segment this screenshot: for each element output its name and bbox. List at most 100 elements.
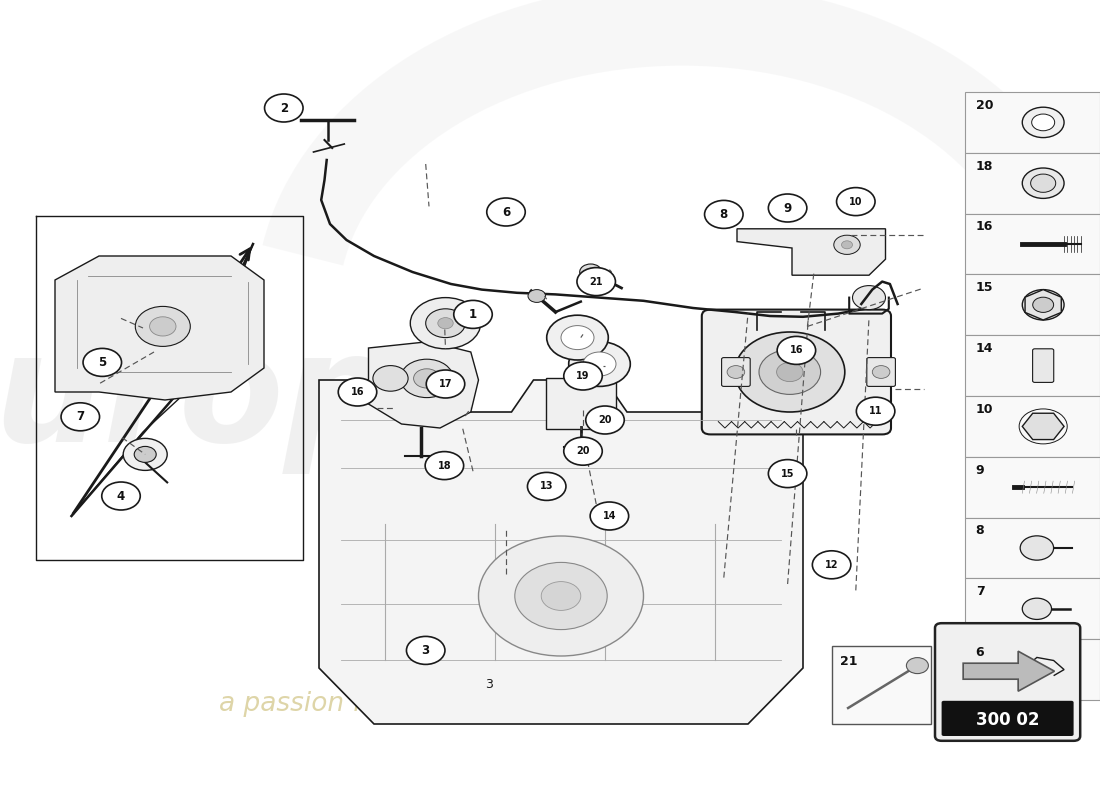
Text: 18: 18 (976, 160, 993, 173)
Circle shape (541, 582, 581, 610)
Circle shape (834, 235, 860, 254)
FancyBboxPatch shape (965, 457, 1100, 518)
Circle shape (84, 349, 121, 377)
Text: 10: 10 (849, 197, 862, 206)
FancyBboxPatch shape (965, 396, 1100, 457)
Circle shape (578, 267, 616, 296)
Text: 13: 13 (540, 482, 553, 491)
Circle shape (735, 332, 845, 412)
Text: 9: 9 (976, 464, 984, 477)
Circle shape (1022, 290, 1064, 320)
Text: 19: 19 (576, 371, 590, 381)
FancyBboxPatch shape (1033, 349, 1054, 382)
Polygon shape (319, 380, 803, 724)
Text: 21: 21 (590, 277, 603, 286)
Circle shape (101, 482, 141, 510)
Circle shape (438, 318, 453, 329)
Circle shape (1020, 536, 1054, 560)
Text: 1: 1 (469, 308, 477, 321)
Circle shape (777, 336, 815, 365)
Text: 4: 4 (117, 490, 125, 502)
Text: 16: 16 (976, 221, 993, 234)
Circle shape (134, 446, 156, 462)
FancyBboxPatch shape (965, 153, 1100, 214)
Text: 2: 2 (279, 102, 288, 114)
Circle shape (453, 301, 493, 328)
Circle shape (561, 326, 594, 350)
Circle shape (150, 317, 176, 336)
Text: europ: europ (0, 326, 394, 474)
Text: 9: 9 (783, 202, 792, 214)
Circle shape (135, 306, 190, 346)
Circle shape (569, 342, 630, 386)
Circle shape (373, 366, 408, 391)
Text: 20: 20 (598, 415, 612, 425)
Circle shape (265, 94, 304, 122)
Text: 17: 17 (439, 379, 452, 389)
Circle shape (872, 366, 890, 378)
Circle shape (563, 437, 603, 465)
Circle shape (62, 403, 99, 430)
Circle shape (812, 550, 851, 578)
Circle shape (425, 451, 464, 479)
Circle shape (583, 352, 616, 376)
Text: 21: 21 (840, 655, 858, 668)
FancyBboxPatch shape (702, 310, 891, 434)
FancyBboxPatch shape (965, 274, 1100, 335)
Circle shape (852, 286, 886, 310)
Circle shape (580, 264, 602, 280)
Circle shape (407, 636, 444, 664)
Text: 16: 16 (790, 346, 803, 355)
Text: 12: 12 (825, 560, 838, 570)
FancyBboxPatch shape (965, 335, 1100, 396)
Circle shape (837, 188, 876, 215)
Circle shape (727, 366, 745, 378)
Text: 7: 7 (76, 410, 85, 423)
Text: 16: 16 (351, 387, 364, 397)
Polygon shape (737, 229, 886, 275)
Circle shape (585, 406, 625, 434)
Text: 8: 8 (719, 208, 728, 221)
FancyBboxPatch shape (965, 639, 1100, 700)
Circle shape (768, 194, 807, 222)
FancyBboxPatch shape (832, 646, 931, 724)
Text: 14: 14 (603, 511, 616, 521)
Circle shape (339, 378, 376, 406)
Text: 5: 5 (98, 356, 107, 369)
Circle shape (123, 438, 167, 470)
FancyBboxPatch shape (935, 623, 1080, 741)
Circle shape (1031, 174, 1056, 192)
FancyBboxPatch shape (546, 378, 616, 429)
Circle shape (856, 397, 895, 426)
Text: 20: 20 (976, 99, 993, 112)
Circle shape (591, 502, 629, 530)
Circle shape (414, 369, 440, 388)
Circle shape (427, 370, 465, 398)
Circle shape (528, 290, 546, 302)
Circle shape (486, 198, 526, 226)
Text: 18: 18 (438, 461, 451, 470)
FancyBboxPatch shape (965, 214, 1100, 274)
Text: 10: 10 (976, 403, 993, 416)
Text: 300 02: 300 02 (976, 711, 1040, 729)
Circle shape (705, 200, 744, 229)
Text: 15: 15 (781, 469, 794, 478)
Text: 3: 3 (485, 678, 494, 690)
Circle shape (759, 350, 821, 394)
Circle shape (1033, 297, 1054, 313)
FancyBboxPatch shape (965, 578, 1100, 639)
FancyBboxPatch shape (942, 701, 1074, 736)
Text: 20: 20 (576, 446, 590, 456)
Circle shape (1022, 107, 1064, 138)
Circle shape (400, 359, 453, 398)
Circle shape (768, 459, 807, 487)
Circle shape (410, 298, 481, 349)
FancyBboxPatch shape (867, 358, 895, 386)
Circle shape (777, 362, 803, 382)
FancyBboxPatch shape (965, 92, 1100, 153)
Circle shape (528, 472, 566, 501)
Circle shape (563, 362, 603, 390)
Text: 14: 14 (976, 342, 993, 355)
Text: 3: 3 (421, 644, 430, 657)
Circle shape (1032, 114, 1055, 130)
